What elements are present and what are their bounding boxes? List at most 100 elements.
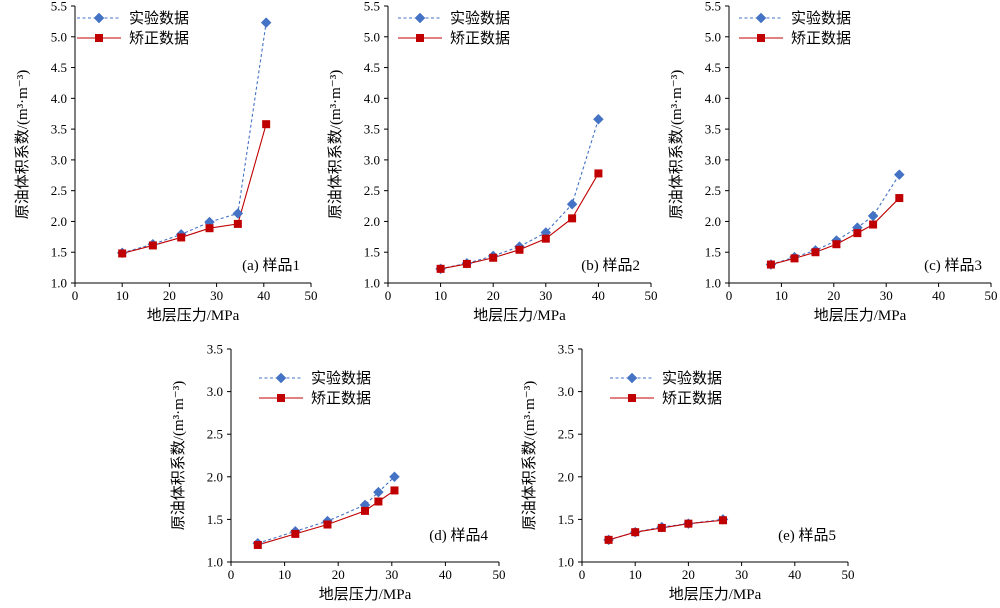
- y-axis-title: 原油体积系数/(m³·m⁻³): [668, 70, 685, 219]
- x-tick-label: 30: [385, 567, 398, 582]
- y-tick-label: 3.0: [364, 152, 380, 167]
- data-point-corrected: [233, 219, 242, 228]
- legend-marker-experimental: [275, 372, 287, 384]
- legend-marker-corrected: [757, 34, 765, 42]
- x-tick-label: 20: [682, 567, 695, 582]
- y-tick-label: 4.5: [51, 60, 67, 75]
- data-point-corrected: [657, 523, 666, 532]
- x-tick-label: 0: [72, 288, 79, 303]
- x-tick-label: 0: [726, 288, 733, 303]
- data-point-corrected: [604, 535, 613, 544]
- x-axis-title: 地层压力/MPa: [814, 307, 907, 324]
- data-point-corrected: [262, 120, 271, 129]
- y-axis-title: 原油体积系数/(m³·m⁻³): [327, 70, 344, 219]
- x-axis-title: 地层压力/MPa: [473, 307, 566, 324]
- data-point-corrected: [462, 259, 471, 268]
- data-point-experimental: [893, 169, 905, 181]
- x-tick-label: 0: [228, 567, 235, 582]
- x-tick-label: 30: [735, 567, 748, 582]
- panel-label: (c) 样品3: [924, 257, 982, 274]
- legend-label-corrected: 矫正数据: [311, 390, 371, 407]
- y-tick-label: 5.0: [705, 29, 721, 44]
- x-tick-label: 30: [539, 288, 552, 303]
- x-tick-label: 20: [332, 567, 345, 582]
- legend-marker-experimental: [626, 372, 638, 384]
- x-tick-label: 10: [434, 288, 447, 303]
- legend-marker-corrected: [277, 394, 285, 402]
- legend-label-corrected: 矫正数据: [791, 30, 851, 47]
- x-tick-label: 40: [932, 288, 945, 303]
- x-tick-label: 50: [645, 288, 658, 303]
- x-tick-label: 20: [827, 288, 840, 303]
- y-tick-label: 2.5: [51, 183, 67, 198]
- x-tick-label: 50: [842, 567, 855, 582]
- x-tick-label: 50: [305, 288, 318, 303]
- y-tick-label: 2.0: [364, 214, 380, 229]
- data-point-corrected: [177, 233, 186, 242]
- data-point-corrected: [832, 240, 841, 249]
- x-tick-label: 40: [592, 288, 605, 303]
- legend-label-corrected: 矫正数据: [662, 390, 722, 407]
- y-tick-label: 1.5: [364, 245, 380, 260]
- series-line-experimental: [257, 476, 395, 544]
- data-point-experimental: [260, 17, 272, 28]
- panel-label: (d) 样品4: [429, 527, 488, 544]
- legend-label-experimental: 实验数据: [450, 10, 510, 27]
- x-tick-label: 30: [210, 288, 223, 303]
- data-point-corrected: [895, 194, 904, 203]
- y-tick-label: 3.0: [207, 384, 223, 399]
- legend-marker-corrected: [416, 34, 424, 42]
- data-point-corrected: [291, 529, 300, 538]
- data-point-corrected: [361, 506, 369, 515]
- y-tick-label: 1.0: [558, 555, 574, 570]
- y-tick-label: 5.5: [364, 0, 380, 14]
- chart-panel-a: 0 10 20 30 40 50 1.0 1.5 2.0 2.5 3.0 3.5 4.0 4.5 5.0 5.…: [14, 0, 318, 324]
- x-tick-label: 30: [880, 288, 893, 303]
- x-axis-title: 地层压力/MPa: [669, 586, 762, 603]
- y-tick-label: 3.0: [705, 152, 721, 167]
- data-point-corrected: [718, 516, 727, 525]
- y-tick-label: 5.5: [51, 0, 67, 14]
- y-tick-label: 3.5: [207, 342, 223, 357]
- y-tick-label: 4.5: [705, 60, 721, 75]
- y-tick-label: 5.0: [364, 29, 380, 44]
- y-axis-title: 原油体积系数/(m³·m⁻³): [14, 70, 31, 219]
- y-tick-label: 1.0: [207, 555, 223, 570]
- data-point-corrected: [631, 528, 640, 537]
- x-tick-label: 10: [629, 567, 642, 582]
- legend-marker-experimental: [93, 12, 105, 24]
- series-line-experimental: [122, 22, 267, 254]
- legend-marker-experimental: [755, 12, 767, 24]
- legend-label-corrected: 矫正数据: [450, 30, 510, 47]
- legend-label-experimental: 实验数据: [791, 10, 851, 27]
- y-tick-label: 2.0: [207, 469, 223, 484]
- data-point-corrected: [766, 260, 775, 269]
- y-tick-label: 2.5: [364, 183, 380, 198]
- y-tick-label: 4.0: [705, 91, 721, 106]
- y-axis-title: 原油体积系数/(m³·m⁻³): [521, 381, 538, 530]
- y-tick-label: 2.0: [558, 469, 574, 484]
- x-tick-label: 50: [493, 567, 506, 582]
- data-point-experimental: [593, 113, 604, 125]
- legend-label-experimental: 实验数据: [129, 10, 189, 27]
- y-tick-label: 5.5: [705, 0, 721, 14]
- data-point-corrected: [790, 254, 799, 263]
- data-point-corrected: [253, 540, 262, 549]
- data-point-corrected: [869, 220, 878, 229]
- legend-marker-corrected: [628, 394, 636, 402]
- data-point-corrected: [811, 248, 820, 257]
- data-point-corrected: [541, 234, 550, 243]
- legend-marker-experimental: [414, 12, 426, 24]
- x-tick-label: 40: [788, 567, 801, 582]
- x-axis-title: 地层压力/MPa: [319, 586, 412, 603]
- y-tick-label: 3.5: [51, 122, 67, 137]
- data-point-experimental: [373, 486, 384, 498]
- data-point-corrected: [436, 264, 445, 273]
- data-point-corrected: [489, 253, 498, 262]
- chart-panel-d: 0 10 20 30 40 50 1.0 1.5 2.0 2.5 3.0 3.5 地层压力/MPa 原油体…: [170, 342, 506, 604]
- y-axis-title: 原油体积系数/(m³·m⁻³): [170, 381, 187, 530]
